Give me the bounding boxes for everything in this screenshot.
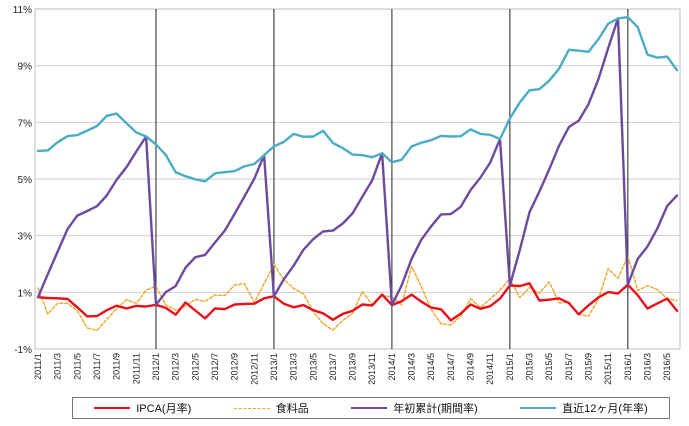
- legend-label-twelve: 直近12ヶ月(年率): [562, 403, 648, 415]
- y-tick-label: -1%: [14, 345, 32, 356]
- legend-label-ytd: 年初累計(期間率): [393, 403, 478, 415]
- x-axis-tick-labels: 2011/1 2011/3 2011/5 2011/7 2011/9 2011/11 201…: [33, 353, 672, 385]
- x-tick-label: 2012/9: [230, 353, 240, 381]
- x-tick-label: 2014/1: [387, 353, 397, 381]
- y-tick-label: 3%: [18, 232, 33, 243]
- legend-label-ipca: IPCA(月率): [136, 403, 192, 415]
- legend-label-food: 食料品: [275, 403, 309, 415]
- x-tick-label: 2012/7: [210, 353, 220, 381]
- y-tick-label: 7%: [18, 118, 33, 129]
- legend-swatch-twelve: [520, 407, 557, 409]
- series-line-ytd: [36, 17, 679, 307]
- x-tick-label: 2013/7: [328, 353, 338, 381]
- x-tick-label: 2015/7: [564, 353, 574, 381]
- x-tick-label: 2012/1: [151, 353, 161, 381]
- y-tick-label: 11%: [13, 5, 32, 16]
- x-tick-label: 2013/11: [367, 353, 377, 385]
- x-tick-label: 2014/7: [446, 353, 456, 381]
- x-tick-label: 2011/9: [112, 353, 122, 380]
- x-tick-label: 2013/1: [269, 353, 279, 381]
- chart-legend: IPCA(月率) 食料品 年初累計(期間率) 直近12ヶ月(年率): [72, 397, 670, 419]
- legend-swatch-ytd: [351, 407, 388, 409]
- series-line-twelve: [36, 16, 679, 183]
- series-line-ipca: [36, 282, 679, 322]
- x-tick-label: 2012/11: [249, 353, 259, 385]
- x-tick-label: 2015/3: [525, 353, 535, 381]
- x-tick-label: 2011/11: [131, 353, 141, 384]
- x-tick-label: 2015/11: [603, 353, 613, 385]
- x-tick-label: 2014/3: [407, 353, 417, 381]
- legend-item-ytd: 年初累計(期間率): [351, 400, 478, 416]
- x-tick-label: 2015/9: [584, 353, 594, 381]
- legend-item-food: 食料品: [233, 400, 309, 416]
- x-tick-label: 2012/3: [171, 353, 181, 381]
- x-tick-label: 2012/5: [190, 353, 200, 381]
- y-axis-tick-labels: -1% 1% 3% 5% 7% 9% 11%: [13, 5, 32, 356]
- grid-lines: [35, 65, 680, 293]
- legend-swatch-food: [233, 407, 270, 409]
- y-tick-label: 9%: [18, 62, 33, 73]
- x-tick-label: 2016/5: [662, 353, 672, 381]
- y-tick-label: 5%: [18, 175, 33, 186]
- series-lines: [36, 16, 679, 331]
- x-tick-label: 2011/3: [53, 353, 63, 380]
- legend-item-ipca: IPCA(月率): [94, 400, 191, 416]
- x-tick-label: 2014/9: [466, 353, 476, 381]
- x-tick-label: 2013/9: [348, 353, 358, 381]
- x-tick-label: 2014/5: [426, 353, 436, 381]
- x-tick-label: 2015/1: [505, 353, 515, 381]
- x-tick-label: 2011/7: [92, 353, 102, 380]
- x-tick-label: 2011/1: [33, 353, 43, 380]
- y-tick-label: 1%: [18, 288, 33, 299]
- x-tick-label: 2016/1: [623, 353, 633, 381]
- x-tick-label: 2016/3: [643, 353, 653, 381]
- legend-item-twelve: 直近12ヶ月(年率): [520, 400, 648, 416]
- x-tick-label: 2015/5: [544, 353, 554, 381]
- legend-swatch-ipca: [94, 407, 131, 409]
- x-tick-label: 2011/5: [72, 353, 82, 380]
- x-tick-label: 2013/3: [289, 353, 299, 381]
- x-tick-label: 2013/5: [308, 353, 318, 381]
- x-tick-label: 2014/11: [485, 353, 495, 385]
